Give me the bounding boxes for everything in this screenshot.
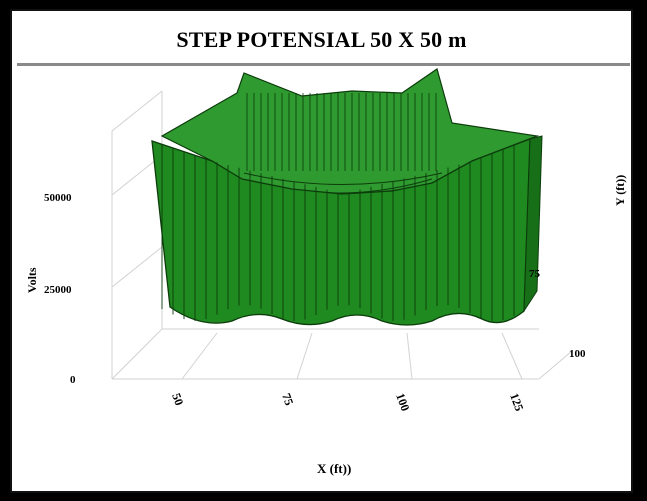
z-tick-label: 50000 [44, 192, 72, 204]
x-tick-label: 125 [507, 391, 526, 413]
chart-frame: STEP POTENSIAL 50 X 50 m [10, 9, 633, 493]
x-axis-label: X (ft)) [317, 461, 351, 476]
y-tick-label: 75 [529, 268, 541, 280]
right-side-wall [523, 135, 543, 313]
front-wall [151, 138, 531, 326]
z-tick-label: 0 [70, 374, 76, 386]
x-tick-label: 75 [279, 391, 296, 407]
x-tick-label: 50 [169, 391, 186, 407]
chart-title: STEP POTENSIAL 50 X 50 m [176, 27, 467, 52]
y-axis-label: Y (ft)) [613, 175, 627, 206]
back-wall [160, 68, 540, 198]
title-divider [17, 63, 630, 66]
y-tick-label: 100 [569, 348, 586, 360]
x-tick-label: 100 [393, 391, 412, 413]
z-axis-label: Volts [25, 267, 39, 293]
surface-plot: 0 25000 50000 Volts 50 75 100 125 X (ft)… [25, 68, 627, 476]
z-tick-label: 25000 [44, 284, 72, 296]
